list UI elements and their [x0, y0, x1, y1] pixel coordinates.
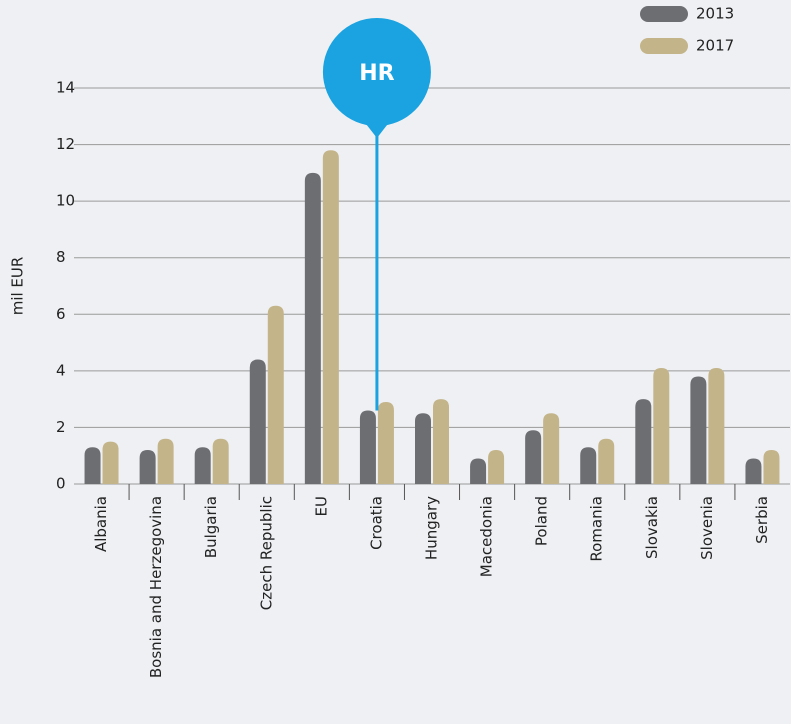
legend-label: 2017 [696, 37, 734, 55]
legend-swatch [640, 6, 688, 22]
x-tick-label: Czech Republic [257, 496, 275, 610]
x-tick-label: Bosnia and Herzegovina [147, 496, 165, 678]
bar [580, 447, 597, 484]
y-tick-label: 0 [56, 475, 66, 493]
x-tick-label: Albania [92, 496, 110, 552]
bar [598, 438, 615, 484]
bar [470, 458, 487, 484]
x-tick-label: Poland [533, 496, 551, 546]
y-tick-label: 2 [56, 418, 66, 436]
bar [102, 441, 119, 484]
x-tick-label: Slovakia [643, 496, 661, 559]
bar [139, 450, 156, 484]
bar [525, 430, 542, 484]
y-axis-label: mil EUR [9, 257, 27, 316]
bar [157, 438, 174, 484]
annotation-label: HR [359, 61, 394, 86]
y-tick-label: 6 [56, 305, 66, 323]
bar [84, 447, 101, 484]
bar [304, 172, 321, 484]
bar [267, 305, 284, 484]
x-tick-label: Bulgaria [202, 496, 220, 558]
x-tick-label: EU [312, 496, 330, 516]
bar [415, 413, 431, 484]
y-tick-label: 8 [56, 248, 66, 266]
bar [488, 450, 505, 484]
y-tick-label: 4 [56, 361, 66, 379]
bar [690, 376, 707, 484]
x-tick-label: Hungary [423, 496, 441, 560]
bar [249, 359, 266, 484]
x-tick-label: Macedonia [478, 496, 496, 577]
y-tick-label: 10 [56, 192, 75, 210]
legend-label: 2013 [696, 5, 734, 23]
bar [359, 410, 376, 484]
bar [635, 399, 652, 484]
bar [653, 368, 670, 484]
x-tick-label: Croatia [367, 496, 385, 550]
bar [708, 368, 725, 484]
bar [433, 399, 449, 484]
y-tick-label: 14 [56, 79, 75, 97]
annotation-circle [322, 18, 431, 126]
x-tick-label: Serbia [753, 496, 771, 544]
bar [763, 450, 780, 484]
bar [745, 458, 762, 484]
bar [543, 413, 560, 484]
legend-swatch [640, 38, 688, 54]
x-tick-label: Romania [588, 496, 606, 562]
y-tick-label: 12 [56, 135, 75, 153]
x-tick-label: Slovenia [698, 496, 716, 560]
bar [377, 401, 394, 484]
bar [212, 438, 229, 484]
bar [194, 447, 211, 484]
bar [322, 150, 339, 484]
